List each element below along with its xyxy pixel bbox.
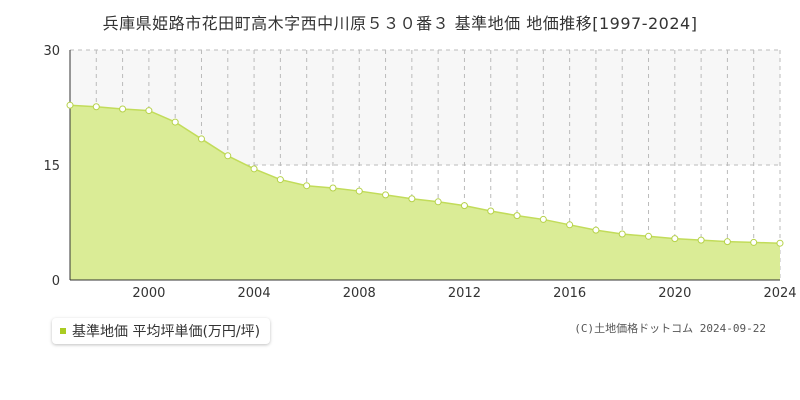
data-point bbox=[303, 182, 311, 190]
data-point bbox=[776, 239, 784, 247]
x-tick-label: 2020 bbox=[658, 286, 691, 301]
series-area bbox=[70, 105, 780, 280]
chart-legend: 基準地価 平均坪単価(万円/坪) bbox=[52, 318, 271, 344]
data-point bbox=[355, 187, 363, 195]
data-point bbox=[513, 212, 521, 220]
data-point bbox=[197, 135, 205, 143]
data-point bbox=[119, 105, 127, 113]
data-point bbox=[460, 202, 468, 210]
x-tick-label: 2000 bbox=[132, 286, 165, 301]
data-point bbox=[671, 235, 679, 243]
legend-label: 基準地価 平均坪単価(万円/坪) bbox=[72, 324, 261, 340]
data-point bbox=[566, 221, 574, 229]
data-point bbox=[329, 184, 337, 192]
data-point bbox=[645, 232, 653, 240]
legend-marker-icon bbox=[60, 328, 66, 334]
data-point bbox=[66, 101, 74, 109]
series-line bbox=[69, 104, 781, 244]
chart-title: 兵庫県姫路市花田町高木字西中川原５３０番３ 基準地価 地価推移[1997-202… bbox=[102, 14, 698, 33]
y-tick-label: 30 bbox=[43, 44, 60, 59]
data-point bbox=[750, 238, 758, 246]
data-point bbox=[618, 230, 626, 238]
data-point bbox=[592, 226, 600, 234]
data-point bbox=[408, 195, 416, 203]
copyright-text: (C)土地価格ドットコム 2024-09-22 bbox=[574, 322, 766, 335]
x-tick-label: 2024 bbox=[763, 286, 796, 301]
data-point bbox=[434, 198, 442, 206]
data-point bbox=[539, 215, 547, 223]
data-point bbox=[723, 238, 731, 246]
x-tick-label: 2004 bbox=[238, 286, 271, 301]
data-point bbox=[171, 118, 179, 126]
x-tick-label: 2012 bbox=[448, 286, 481, 301]
data-point bbox=[145, 107, 153, 115]
x-tick-label: 2016 bbox=[553, 286, 586, 301]
data-point bbox=[276, 176, 284, 184]
data-point bbox=[382, 191, 390, 199]
y-tick-label: 0 bbox=[52, 274, 60, 289]
data-point bbox=[92, 103, 100, 111]
data-point bbox=[224, 152, 232, 160]
data-point bbox=[487, 207, 495, 215]
y-tick-label: 15 bbox=[43, 159, 60, 174]
data-point bbox=[250, 165, 258, 173]
data-point bbox=[697, 236, 705, 244]
x-tick-label: 2008 bbox=[343, 286, 376, 301]
